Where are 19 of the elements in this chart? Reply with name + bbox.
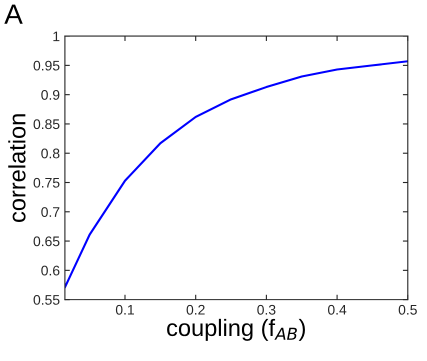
- y-tick-label: 0.85: [34, 119, 60, 130]
- y-tick-label: 0.75: [34, 178, 60, 188]
- x-tick-label: 0.4: [328, 304, 346, 315]
- y-axis-title: correlation: [8, 114, 26, 222]
- x-tick-label: 0.3: [257, 304, 276, 315]
- x-axis-title: coupling (f$_{AB}$): [167, 318, 305, 341]
- x-tick-label: 0.2: [186, 304, 205, 315]
- y-tick-label: 1: [53, 32, 60, 42]
- x-tick-label: 0.1: [116, 304, 134, 315]
- x-tick-label: 0.5: [398, 304, 417, 315]
- y-tick-label: 0.95: [34, 60, 60, 71]
- y-tick-label: 0.9: [41, 90, 60, 100]
- y-tick-label: 0.65: [34, 236, 60, 246]
- y-tick-label: 0.6: [41, 266, 60, 276]
- y-tick-label: 0.55: [34, 294, 60, 305]
- y-tick-label: 0.7: [41, 207, 60, 217]
- line-series: [64, 60, 408, 288]
- text: A: [4, 4, 23, 24]
- y-tick-label: 0.8: [41, 148, 60, 158]
